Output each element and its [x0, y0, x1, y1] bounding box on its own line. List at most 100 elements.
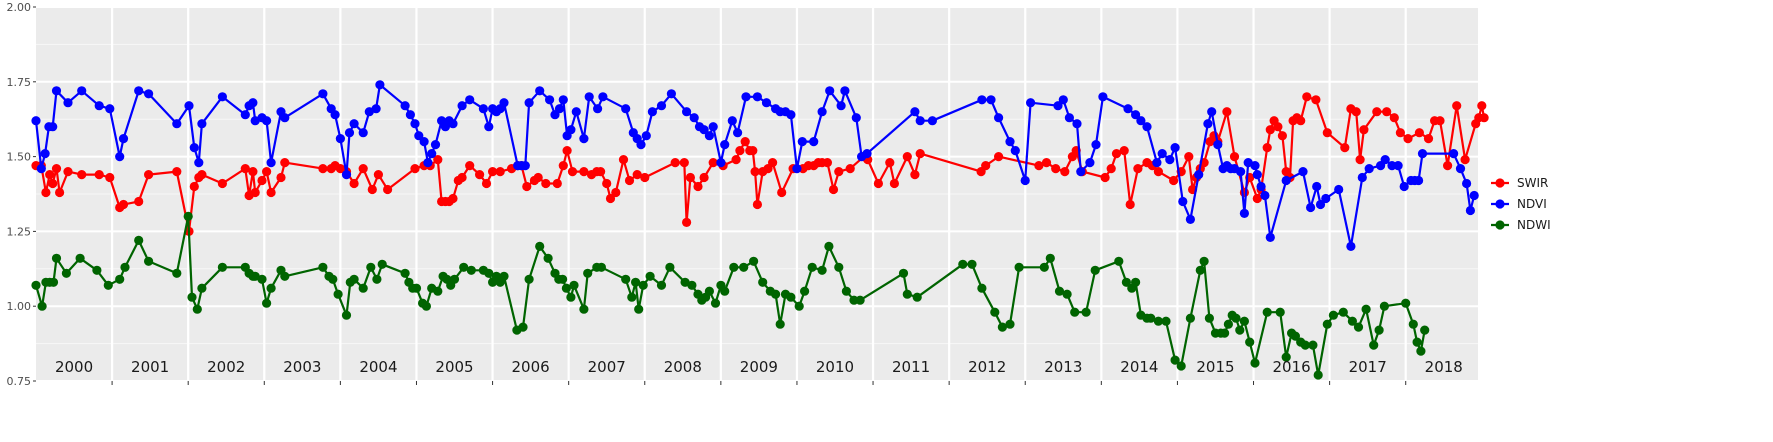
data-point-ndvi [797, 137, 807, 147]
data-point-swir [262, 167, 272, 177]
data-point-swir [1060, 167, 1070, 177]
data-point-swir [1051, 164, 1061, 174]
data-point-ndvi [1315, 199, 1326, 210]
data-point-ndwi [192, 304, 202, 314]
data-point-ndvi [647, 107, 658, 117]
data-point-ndvi [405, 110, 415, 120]
legend-item-ndvi: NDVI [1491, 197, 1547, 211]
data-point-ndwi [1361, 304, 1371, 314]
data-point-swir [834, 167, 844, 177]
year-label: 2017 [1349, 358, 1387, 376]
data-point-ndwi [1231, 313, 1241, 323]
data-point-ndvi [427, 149, 437, 159]
data-point-ndvi [448, 119, 458, 129]
data-point-ndwi [1081, 307, 1091, 317]
year-label: 2008 [664, 358, 702, 376]
data-point-ndwi [257, 274, 267, 284]
data-point-swir [611, 187, 621, 198]
data-point-ndwi [421, 301, 431, 311]
data-point-swir [1395, 128, 1405, 138]
data-point-ndwi [1290, 331, 1300, 341]
year-label: 2006 [512, 358, 550, 376]
data-point-ndvi [598, 92, 608, 102]
data-point-ndwi [1239, 316, 1249, 326]
data-point-swir [915, 149, 925, 159]
data-point-ndvi [641, 131, 651, 141]
data-point-ndwi [967, 259, 977, 269]
data-point-swir [55, 187, 65, 198]
data-point-swir [1100, 172, 1110, 183]
data-point-ndwi [217, 262, 227, 272]
data-point-ndwi [1070, 307, 1080, 317]
data-point-ndvi [499, 98, 509, 108]
data-point-ndwi [1281, 352, 1291, 362]
data-point-swir [217, 178, 227, 189]
data-point-ndvi [1239, 208, 1249, 218]
data-point-ndwi [1054, 286, 1065, 296]
data-point-swir [495, 167, 505, 177]
data-point-ndwi [569, 280, 579, 290]
data-point-swir [552, 178, 562, 189]
data-point-swir [828, 184, 839, 195]
data-point-swir [383, 184, 393, 195]
data-point-swir [1153, 167, 1163, 177]
data-point-swir [873, 178, 884, 189]
data-point-ndvi [1064, 113, 1074, 123]
data-point-ndvi [1058, 95, 1068, 105]
data-point-ndwi [543, 253, 553, 263]
data-point-swir [640, 172, 650, 183]
data-point-ndvi [40, 149, 50, 159]
data-point-ndwi [1308, 340, 1318, 350]
data-point-ndwi [631, 277, 641, 287]
data-point-ndvi [1194, 170, 1204, 180]
data-point-swir [579, 167, 589, 177]
data-point-swir [48, 178, 58, 189]
data-point-ndwi [596, 262, 607, 272]
data-point-ndvi [1213, 140, 1223, 150]
data-point-ndwi [645, 271, 655, 281]
year-labels: 2000 2001 2002 2003 2004 2005 2006 2007 2008 2009… [55, 358, 1463, 376]
data-point-ndvi [733, 128, 743, 138]
data-point-swir [768, 158, 778, 168]
data-point-ndvi [1142, 122, 1152, 132]
data-point-ndvi [656, 101, 667, 111]
data-point-ndvi [699, 125, 709, 135]
data-point-swir [994, 152, 1004, 162]
data-point-swir [1262, 143, 1272, 153]
data-point-swir [679, 158, 689, 168]
data-point-ndwi [1223, 319, 1233, 329]
data-point-ndwi [902, 289, 912, 299]
data-point-ndvi [1469, 190, 1479, 201]
data-point-ndwi [841, 286, 852, 296]
data-point-ndwi [372, 274, 382, 284]
data-point-ndwi [1199, 256, 1209, 266]
data-point-ndwi [898, 268, 909, 278]
data-point-ndvi [1252, 170, 1262, 180]
data-point-ndwi [1204, 313, 1214, 323]
data-point-swir [562, 146, 572, 156]
data-point-ndvi [430, 140, 441, 150]
data-point-swir [624, 175, 635, 186]
data-point-swir [358, 164, 368, 174]
data-point-ndvi [689, 113, 699, 123]
data-point-ndvi [1236, 167, 1246, 177]
data-point-ndvi [817, 107, 827, 117]
data-point-swir [533, 172, 543, 183]
data-point-ndvi [341, 170, 352, 180]
data-point-ndwi [1322, 319, 1332, 329]
data-point-ndwi [535, 241, 545, 251]
y-tick-label: 2.00 [7, 1, 32, 14]
data-point-swir [1133, 164, 1143, 174]
data-point-ndvi [344, 128, 355, 138]
data-point-ndwi [349, 274, 359, 284]
legend-key-point [1495, 178, 1505, 188]
data-point-swir [1265, 125, 1275, 135]
data-point-swir [1252, 193, 1262, 204]
data-point-swir [1382, 107, 1392, 117]
data-point-ndvi [1170, 143, 1180, 153]
data-point-swir [51, 164, 62, 174]
data-point-ndwi [687, 280, 697, 290]
data-point-ndvi [994, 113, 1004, 123]
series-layer [31, 80, 1489, 380]
data-point-swir [1311, 95, 1321, 105]
